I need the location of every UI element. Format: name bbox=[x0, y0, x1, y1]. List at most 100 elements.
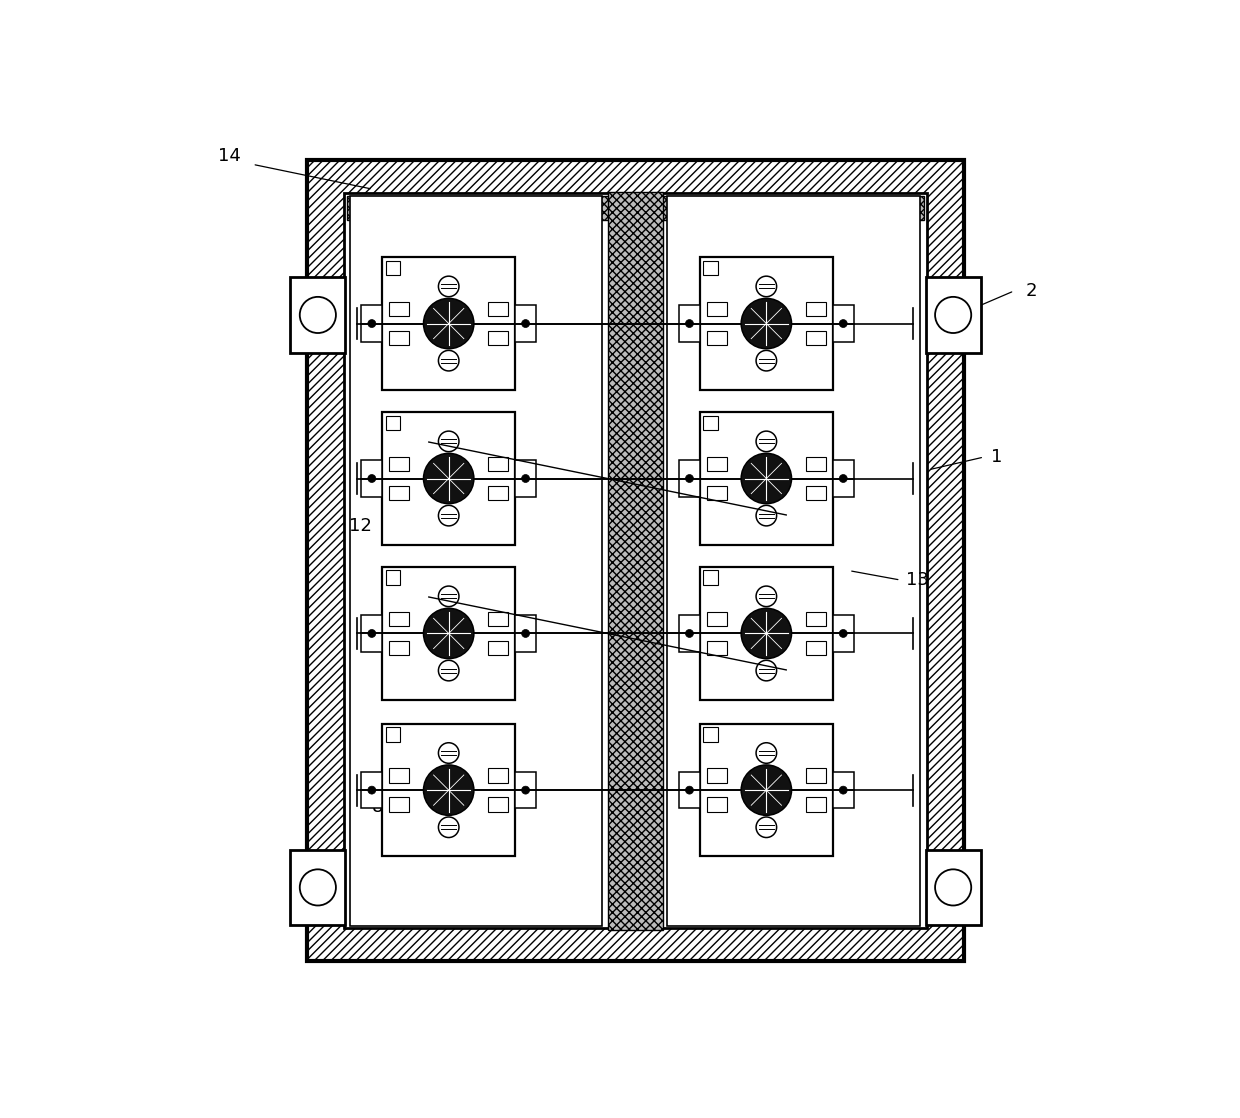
Bar bbox=[389, 768, 409, 783]
Text: 14: 14 bbox=[218, 146, 241, 164]
Bar bbox=[515, 771, 536, 808]
Bar bbox=[386, 570, 401, 585]
Bar bbox=[925, 277, 981, 353]
Bar bbox=[703, 416, 718, 430]
Bar bbox=[343, 192, 928, 928]
Bar bbox=[701, 413, 832, 544]
Bar bbox=[707, 612, 727, 626]
Text: 2: 2 bbox=[1025, 282, 1037, 300]
Bar bbox=[489, 612, 508, 626]
Circle shape bbox=[439, 350, 459, 371]
Circle shape bbox=[686, 786, 693, 794]
Bar bbox=[806, 331, 826, 345]
Bar bbox=[382, 413, 515, 544]
Circle shape bbox=[300, 297, 336, 333]
Circle shape bbox=[742, 765, 791, 815]
Bar bbox=[806, 302, 826, 316]
Bar bbox=[707, 768, 727, 783]
Circle shape bbox=[686, 474, 693, 483]
Bar bbox=[489, 331, 508, 345]
Bar bbox=[350, 196, 601, 926]
Bar bbox=[489, 486, 508, 501]
Circle shape bbox=[424, 765, 474, 815]
Circle shape bbox=[522, 474, 529, 483]
Bar bbox=[515, 615, 536, 652]
Bar bbox=[701, 257, 832, 390]
Circle shape bbox=[935, 297, 971, 333]
Circle shape bbox=[439, 432, 459, 452]
Bar bbox=[361, 461, 382, 496]
Bar bbox=[489, 641, 508, 655]
Bar bbox=[515, 461, 536, 496]
Circle shape bbox=[522, 629, 529, 637]
Bar bbox=[678, 305, 701, 342]
Bar bbox=[707, 456, 727, 471]
Circle shape bbox=[439, 586, 459, 607]
Bar bbox=[707, 641, 727, 655]
Circle shape bbox=[522, 786, 529, 794]
Bar bbox=[361, 771, 382, 808]
Bar bbox=[361, 615, 382, 652]
Circle shape bbox=[686, 629, 693, 637]
Bar bbox=[832, 771, 854, 808]
Text: 8: 8 bbox=[372, 798, 383, 816]
Circle shape bbox=[756, 505, 776, 525]
Bar bbox=[489, 797, 508, 812]
Circle shape bbox=[742, 453, 791, 504]
Circle shape bbox=[839, 320, 847, 328]
Bar bbox=[806, 797, 826, 812]
Circle shape bbox=[368, 320, 376, 328]
Text: 1: 1 bbox=[991, 448, 1003, 466]
Circle shape bbox=[756, 586, 776, 607]
Bar bbox=[832, 615, 854, 652]
Circle shape bbox=[439, 661, 459, 681]
Bar bbox=[678, 771, 701, 808]
Bar bbox=[389, 302, 409, 316]
Circle shape bbox=[839, 786, 847, 794]
Bar bbox=[515, 305, 536, 342]
Bar bbox=[389, 486, 409, 501]
Bar bbox=[701, 723, 832, 856]
Circle shape bbox=[756, 350, 776, 371]
Circle shape bbox=[756, 276, 776, 296]
Bar bbox=[667, 196, 920, 926]
Bar bbox=[806, 612, 826, 626]
Bar bbox=[386, 260, 401, 275]
Circle shape bbox=[368, 629, 376, 637]
Circle shape bbox=[935, 870, 971, 906]
Bar bbox=[386, 727, 401, 741]
Bar bbox=[832, 461, 854, 496]
Circle shape bbox=[439, 742, 459, 764]
Bar bbox=[678, 615, 701, 652]
Bar bbox=[290, 277, 346, 353]
Circle shape bbox=[300, 870, 336, 906]
Circle shape bbox=[756, 817, 776, 837]
Bar bbox=[707, 797, 727, 812]
Bar bbox=[389, 331, 409, 345]
Text: 13: 13 bbox=[906, 571, 929, 589]
Bar bbox=[386, 416, 401, 430]
Bar bbox=[832, 305, 854, 342]
Bar bbox=[347, 196, 924, 220]
Circle shape bbox=[742, 608, 791, 659]
Bar bbox=[389, 456, 409, 471]
Bar bbox=[707, 486, 727, 501]
Bar bbox=[290, 850, 346, 926]
Circle shape bbox=[439, 505, 459, 525]
Bar bbox=[389, 641, 409, 655]
Circle shape bbox=[756, 742, 776, 764]
Circle shape bbox=[839, 474, 847, 483]
Bar bbox=[382, 257, 515, 390]
Bar bbox=[806, 456, 826, 471]
Bar bbox=[382, 723, 515, 856]
Text: 3: 3 bbox=[422, 437, 433, 455]
Bar bbox=[608, 192, 663, 930]
Bar bbox=[806, 768, 826, 783]
Bar bbox=[361, 305, 382, 342]
Bar bbox=[678, 461, 701, 496]
Bar bbox=[701, 567, 832, 700]
Circle shape bbox=[424, 608, 474, 659]
Circle shape bbox=[522, 320, 529, 328]
Circle shape bbox=[424, 453, 474, 504]
Bar bbox=[489, 302, 508, 316]
